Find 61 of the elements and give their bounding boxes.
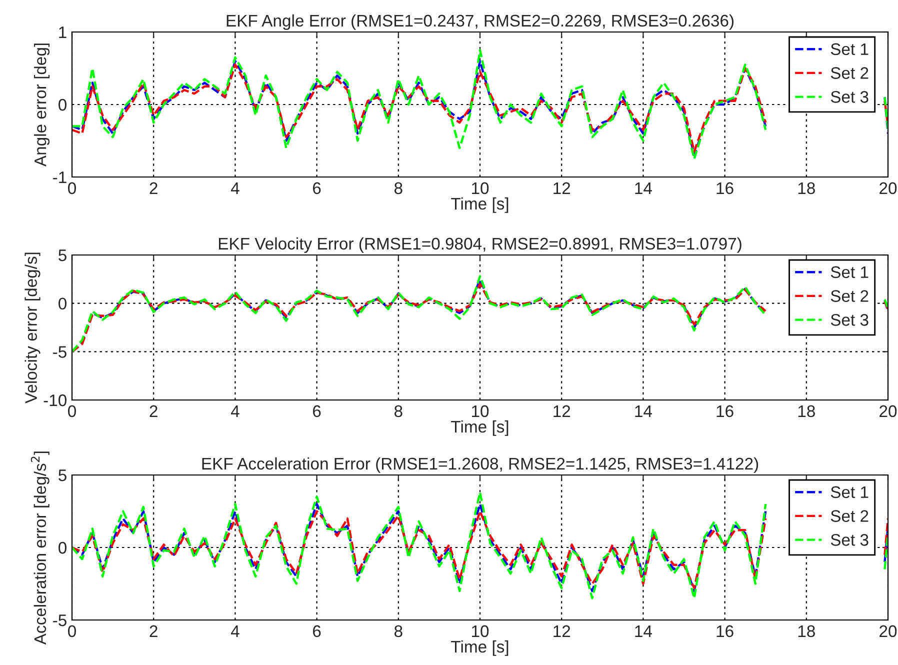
- y-tick-label: -5: [53, 614, 66, 626]
- y-axis-title: Acceleration error [deg/s$^{2}$]: [30, 452, 50, 645]
- x-tick-label: 0: [68, 405, 76, 418]
- x-tick-label: 14: [635, 182, 652, 194]
- x-axis-title: Time [s]: [451, 640, 508, 656]
- y-tick-label: 0: [58, 542, 66, 554]
- x-tick-label: 18: [798, 625, 815, 638]
- x-tick-label: 16: [716, 625, 734, 638]
- x-tick-label: 8: [394, 625, 402, 638]
- x-tick-label: 14: [635, 405, 652, 417]
- chart-title: EKF Angle Error (RMSE1=0.2437, RMSE2=0.2269, RMSE3=0.2636): [226, 14, 734, 30]
- x-axis-title: Time [s]: [451, 197, 508, 213]
- y-tick-label: 0: [58, 98, 66, 111]
- x-tick-label: 10: [472, 405, 489, 418]
- x-tick-label: 4: [230, 405, 240, 417]
- x-tick-label: 4: [230, 625, 240, 637]
- x-tick-label: 12: [554, 405, 570, 417]
- x-tick-label: 20: [880, 625, 897, 638]
- x-tick-label: 16: [716, 405, 734, 418]
- y-tick-label: 5: [58, 250, 66, 262]
- legend-label: Set 1: [830, 266, 868, 278]
- x-tick-label: 6: [313, 405, 321, 418]
- x-tick-label: 10: [472, 625, 489, 638]
- x-tick-label: 2: [150, 625, 158, 637]
- chart-title: EKF Velocity Error (RMSE1=0.9804, RMSE2=0.8991, RMSE3=1.0797): [218, 237, 742, 253]
- legend-label: Set 2: [830, 290, 868, 302]
- y-tick-label: -5: [53, 346, 66, 358]
- legend-label: Set 3: [830, 534, 868, 546]
- legend-label: Set 2: [830, 67, 868, 79]
- x-tick-label: 16: [716, 182, 734, 194]
- x-tick-label: 14: [635, 625, 652, 637]
- legend-label: Set 3: [830, 91, 868, 103]
- legend-label: Set 3: [830, 314, 868, 326]
- x-tick-label: 4: [230, 182, 240, 194]
- x-tick-label: 12: [554, 182, 570, 194]
- x-tick-label: 0: [68, 182, 76, 194]
- y-tick-label: 1: [59, 26, 66, 38]
- y-tick-label: -1: [53, 172, 66, 184]
- x-tick-label: 20: [880, 405, 897, 418]
- y-axis-title: Angle error [deg]: [34, 44, 50, 167]
- x-tick-label: 0: [68, 625, 76, 638]
- x-tick-label: 10: [472, 182, 489, 194]
- x-tick-label: 6: [313, 182, 321, 194]
- legend-label: Set 1: [830, 486, 868, 498]
- y-axis-title: Velocity error [deg/s]: [24, 252, 40, 404]
- x-tick-label: 8: [394, 405, 402, 418]
- x-tick-label: 18: [798, 405, 815, 418]
- legend-label: Set 1: [830, 43, 868, 56]
- x-tick-label: 6: [313, 625, 321, 638]
- x-tick-label: 2: [150, 405, 158, 417]
- y-tick-label: -10: [44, 394, 66, 406]
- x-tick-label: 20: [880, 182, 897, 194]
- y-tick-label: 5: [58, 470, 66, 482]
- x-tick-label: 8: [394, 182, 402, 194]
- x-tick-label: 2: [150, 182, 158, 194]
- legend-label: Set 2: [830, 510, 868, 522]
- y-tick-label: 0: [58, 298, 66, 310]
- chart-title: EKF Acceleration Error (RMSE1=1.2608, RMSE2=1.1425, RMSE3=1.4122): [202, 457, 758, 473]
- x-tick-label: 12: [554, 625, 570, 637]
- x-tick-label: 18: [798, 182, 815, 194]
- x-axis-title: Time [s]: [451, 420, 508, 436]
